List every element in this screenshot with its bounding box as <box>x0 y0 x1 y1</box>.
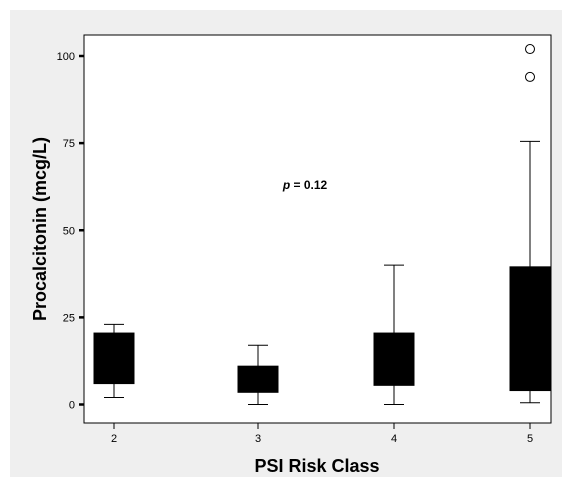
outlier-points <box>525 44 535 82</box>
y-tick-label-100: 100 <box>57 51 75 63</box>
p-value-annotation: p = 0.12 <box>282 178 328 192</box>
box-group-2 <box>93 323 135 399</box>
y-tick-label-75: 75 <box>63 138 75 150</box>
x-tick-label-5: 5 <box>527 433 533 445</box>
box-series <box>93 140 551 405</box>
box-group-5 <box>509 140 551 404</box>
box-group-3 <box>237 344 279 405</box>
y-tick-label-25: 25 <box>63 312 75 324</box>
box-2 <box>93 332 135 385</box>
x-axis: 2 3 4 5 <box>111 423 533 445</box>
outlier-point <box>525 71 535 82</box>
box-4 <box>373 332 415 386</box>
outlier-point <box>525 44 535 55</box>
box-group-4 <box>373 264 415 405</box>
y-axis-title: Procalcitonin (mcg/L) <box>30 137 50 321</box>
x-axis-title: PSI Risk Class <box>254 456 379 476</box>
y-tick-label-50: 50 <box>63 225 75 237</box>
box-5 <box>509 266 551 392</box>
y-axis: 0 25 50 75 100 <box>57 51 84 412</box>
plot-panel <box>83 34 552 424</box>
p-symbol: p <box>282 178 290 192</box>
y-tick-label-0: 0 <box>69 400 75 412</box>
x-tick-label-3: 3 <box>255 433 261 445</box>
box-3 <box>237 365 279 393</box>
x-tick-label-2: 2 <box>111 433 117 445</box>
x-tick-label-4: 4 <box>391 433 397 445</box>
p-value-text: = 0.12 <box>290 178 327 192</box>
